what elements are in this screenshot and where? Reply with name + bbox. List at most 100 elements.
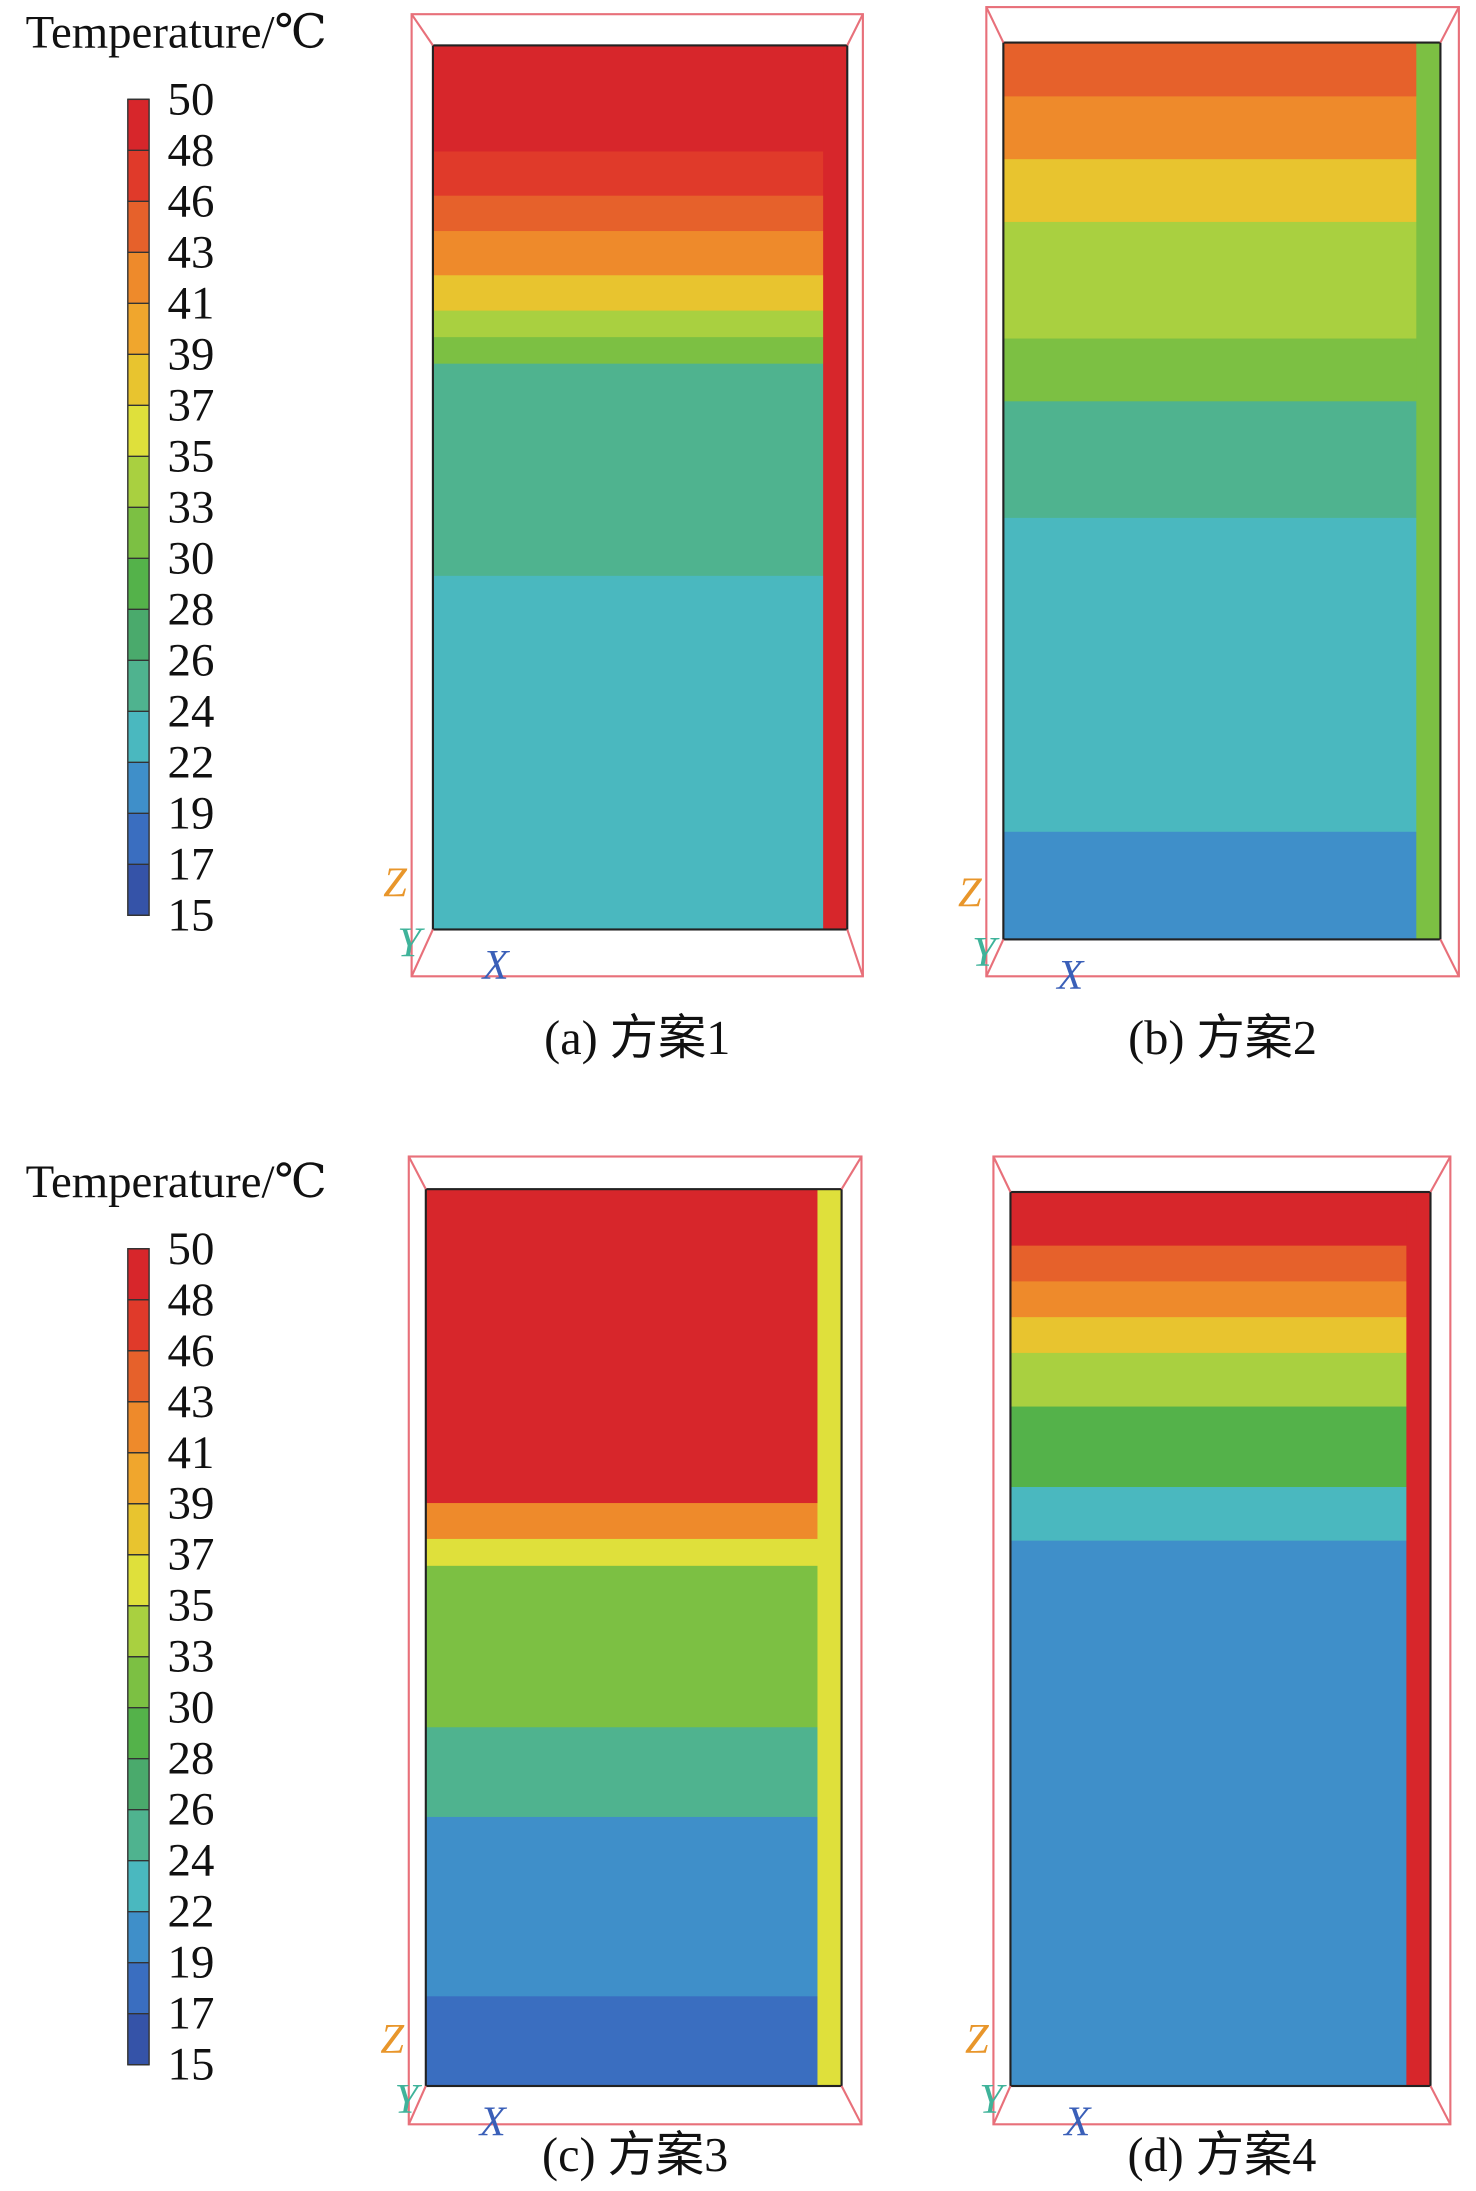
legend-level: 46 [168, 1325, 215, 1377]
panel-caption: (d) 方案4 [1127, 2129, 1316, 2182]
temperature-band [425, 1996, 842, 2087]
axis-label: X [478, 2098, 508, 2145]
legend-level: 37 [168, 1529, 215, 1581]
bounding-edge [992, 1156, 1012, 1193]
legend-level: 50 [168, 73, 215, 125]
bounding-edge [840, 2085, 863, 2125]
temperature-band [1003, 401, 1441, 519]
temperature-band [1003, 517, 1441, 833]
temperature-band [1003, 96, 1441, 160]
legend-swatch [127, 1452, 150, 1505]
panel-caption: (b) 方案2 [1128, 1012, 1317, 1065]
temperature-band [425, 1503, 842, 1540]
legend-level: 26 [168, 1784, 215, 1836]
legend-level: 22 [168, 736, 215, 788]
legend-swatch [127, 762, 150, 814]
temperature-band [1010, 1245, 1431, 1283]
legend-level: 48 [168, 1274, 215, 1326]
axis-label: X [481, 942, 511, 989]
bounding-edge [1429, 2085, 1452, 2125]
legend-level: 22 [168, 1886, 215, 1938]
bounding-edge [846, 13, 864, 46]
legend-level: 19 [168, 787, 215, 839]
legend-level: 43 [168, 1376, 215, 1428]
temperature-band [432, 575, 848, 931]
legend-swatch [127, 507, 150, 560]
legend-swatch [127, 303, 150, 356]
bounding-edge [985, 6, 1005, 44]
axis-label: Y [395, 2076, 423, 2123]
legend-level: 41 [168, 1427, 215, 1479]
temperature-band [1010, 1317, 1431, 1354]
legend-swatch [127, 1554, 150, 1607]
temperature-band [432, 151, 848, 197]
legend-level: 33 [168, 1631, 215, 1683]
legend-swatch [127, 405, 150, 458]
legend-level: 46 [168, 175, 215, 227]
legend-swatch [127, 711, 150, 764]
bounding-edge [407, 1156, 427, 1190]
legend-level: 43 [168, 226, 215, 278]
temperature-band [1010, 1487, 1431, 1542]
legend-swatch [127, 1605, 150, 1658]
axis-label: Y [979, 2076, 1007, 2123]
bounding-edge [992, 2085, 1012, 2125]
legend-title: Temperature/℃ [26, 7, 327, 59]
legend-swatch [127, 1350, 150, 1403]
legend-level: 24 [168, 685, 215, 737]
legend-swatch [127, 660, 150, 713]
domain-outline [1009, 1190, 1432, 2088]
legend-level: 30 [168, 532, 215, 584]
wall-stripe [817, 1189, 842, 2086]
temperature-band [1010, 1540, 1431, 2087]
bounding-edge [1439, 938, 1460, 977]
domain-outline [424, 1188, 843, 2088]
legend-swatch [127, 864, 150, 916]
legend-swatch [127, 609, 150, 662]
temperature-band [1010, 1352, 1431, 1408]
temperature-band [1003, 338, 1441, 403]
legend-level: 28 [168, 1733, 215, 1785]
bounding-edge [407, 2085, 427, 2125]
axis-label: Z [380, 2016, 405, 2063]
temperature-band [432, 195, 848, 232]
legend-swatch [127, 1401, 150, 1454]
bounding-edge [846, 929, 864, 977]
legend-level: 26 [168, 634, 215, 686]
legend-level: 50 [168, 1223, 215, 1275]
domain-outline [431, 44, 849, 931]
bounding-box [407, 1155, 863, 2126]
legend-swatch [127, 1860, 150, 1913]
legend-swatch [127, 2013, 150, 2066]
temperature-band [425, 1565, 842, 1728]
legend-swatch [127, 1248, 150, 1301]
axis-label: Y [397, 919, 425, 966]
legend-swatch [127, 558, 150, 611]
legend-level: 17 [168, 838, 215, 890]
bounding-edge [1439, 6, 1460, 44]
panel-caption: (a) 方案1 [544, 1012, 730, 1065]
temperature-band [425, 1816, 842, 1998]
legend-level: 15 [168, 2039, 215, 2091]
bounding-edge [410, 929, 434, 977]
legend-level: 24 [168, 1835, 215, 1887]
panel-caption: (c) 方案3 [542, 2129, 728, 2182]
bounding-edge [410, 13, 434, 47]
legend-level: 19 [168, 1937, 215, 1989]
legend-title: Temperature/℃ [26, 1156, 327, 1208]
temperature-band [432, 275, 848, 312]
legend-level: 35 [168, 430, 215, 482]
wall-stripe [823, 45, 848, 930]
legend-swatch [127, 354, 150, 407]
legend-swatch [127, 99, 150, 152]
axis-label: X [1062, 2098, 1092, 2145]
bounding-edge [985, 938, 1005, 977]
legend-swatch [127, 201, 150, 254]
legend-level: 15 [168, 889, 215, 941]
wall-stripe [1416, 42, 1441, 940]
temperature-band [1010, 1281, 1431, 1318]
temperature-band [425, 1727, 842, 1818]
temperature-band [1010, 1406, 1431, 1488]
legend-swatch [127, 1962, 150, 2015]
temperature-band [425, 1189, 842, 1504]
